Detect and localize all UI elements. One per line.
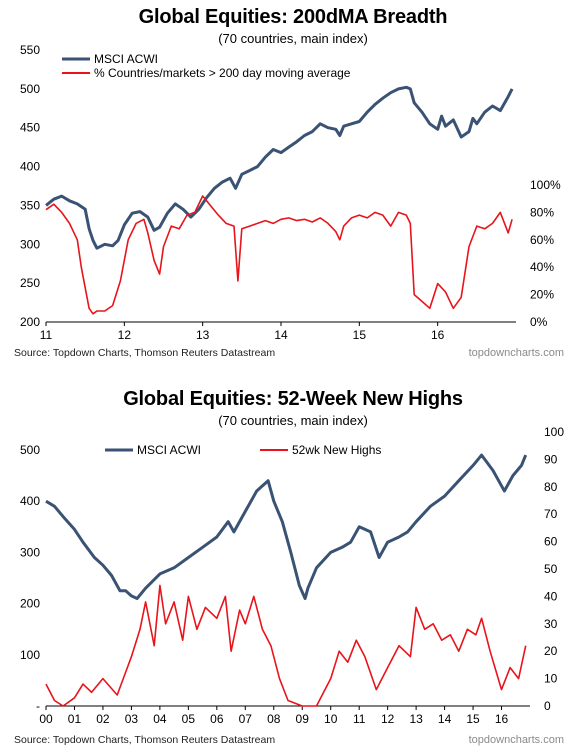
- y-tick-label-left: 200: [20, 315, 40, 329]
- site-watermark: topdowncharts.com: [468, 347, 564, 359]
- x-tick-label: 14: [438, 712, 452, 726]
- y-tick-label-left: 450: [20, 121, 40, 135]
- y-tick-label-right: 60: [544, 535, 558, 549]
- y-tick-label-left: 500: [20, 443, 40, 457]
- y-tick-label-left: 100: [20, 648, 40, 662]
- x-tick-label: 06: [210, 712, 224, 726]
- x-tick-label: 15: [353, 328, 367, 342]
- y-tick-label-left: 500: [20, 82, 40, 96]
- x-tick-label: 16: [495, 712, 509, 726]
- x-tick-label: 13: [196, 328, 210, 342]
- x-tick-label: 04: [153, 712, 167, 726]
- y-tick-label-right: 40: [544, 589, 558, 603]
- x-tick-label: 10: [324, 712, 338, 726]
- x-tick-label: 16: [431, 328, 445, 342]
- chart-title: Global Equities: 52-Week New Highs: [123, 388, 463, 410]
- y-tick-label-right: 20: [544, 644, 558, 658]
- x-tick-label: 15: [466, 712, 480, 726]
- y-tick-label-right: 90: [544, 452, 558, 466]
- legend-label: 52wk New Highs: [292, 443, 381, 457]
- series-line-msci-acwi: [45, 453, 528, 600]
- y-tick-label-right: 60%: [530, 233, 554, 247]
- y-tick-label-right: 40%: [530, 260, 554, 274]
- y-tick-label-right: 70: [544, 507, 558, 521]
- y-tick-label-left: 350: [20, 198, 40, 212]
- chart-subtitle: (70 countries, main index): [218, 31, 368, 46]
- series-line-indicator: [45, 195, 513, 315]
- y-tick-label-right: 30: [544, 617, 558, 631]
- y-tick-label-right: 100: [544, 425, 564, 439]
- series-line-indicator: [45, 584, 527, 707]
- y-tick-label-right: 100%: [530, 178, 561, 192]
- chart-panel-breadth: Global Equities: 200dMA Breadth (70 coun…: [0, 0, 586, 372]
- chart-panel-new-highs: Global Equities: 52-Week New Highs (70 c…: [0, 380, 586, 756]
- y-tick-label-right: 0: [544, 699, 551, 713]
- chart-subtitle: (70 countries, main index): [218, 413, 368, 428]
- y-tick-label-left: -: [36, 699, 40, 713]
- legend-label: MSCI ACWI: [94, 52, 158, 66]
- x-tick-label: 11: [40, 328, 53, 342]
- x-tick-label: 03: [125, 712, 139, 726]
- y-tick-label-left: 250: [20, 276, 40, 290]
- y-tick-label-right: 0%: [530, 315, 548, 329]
- y-tick-label-left: 400: [20, 160, 40, 174]
- x-tick-label: 12: [381, 712, 395, 726]
- y-tick-label-left: 550: [20, 43, 40, 57]
- y-tick-label-right: 50: [544, 562, 558, 576]
- x-tick-label: 01: [68, 712, 82, 726]
- x-tick-label: 02: [96, 712, 110, 726]
- x-tick-label: 05: [182, 712, 196, 726]
- chart-svg: 00 01 02 03 04 05 06 07 08 09 10 11 12 13 14 15 16500400…: [20, 425, 564, 726]
- y-tick-label-right: 80: [544, 480, 558, 494]
- series-line-msci-acwi: [45, 85, 514, 250]
- y-tick-label-left: 300: [20, 545, 40, 559]
- x-tick-label: 00: [39, 712, 53, 726]
- chart-title: Global Equities: 200dMA Breadth: [138, 6, 448, 28]
- x-tick-label: 09: [296, 712, 310, 726]
- legend-label: MSCI ACWI: [137, 443, 201, 457]
- legend-label: % Countries/markets > 200 day moving ave…: [94, 66, 351, 80]
- x-tick-label: 11: [353, 712, 366, 726]
- y-tick-label-left: 200: [20, 597, 40, 611]
- chart-svg: 11 12 13 14 15 16 550 500 450 400 350 300 250 200 100%…: [20, 43, 561, 342]
- x-tick-label: 12: [118, 328, 132, 342]
- y-tick-label-right: 80%: [530, 205, 554, 219]
- source-note: Source: Topdown Charts, Thomson Reuters …: [14, 734, 276, 746]
- x-tick-label: 08: [267, 712, 281, 726]
- y-tick-label-right: 10: [544, 672, 558, 686]
- x-tick-label: 14: [274, 328, 288, 342]
- site-watermark: topdowncharts.com: [468, 734, 564, 746]
- x-tick-label: 07: [239, 712, 253, 726]
- y-tick-label-left: 400: [20, 494, 40, 508]
- y-tick-label-left: 300: [20, 237, 40, 251]
- source-note: Source: Topdown Charts, Thomson Reuters …: [14, 347, 276, 359]
- x-tick-label: 13: [409, 712, 423, 726]
- y-tick-label-right: 20%: [530, 288, 554, 302]
